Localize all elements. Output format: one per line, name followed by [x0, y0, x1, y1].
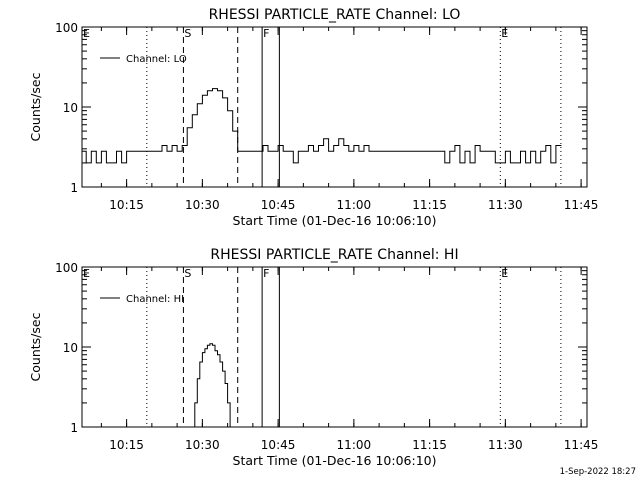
lo-y-axis-label: Counts/sec — [28, 72, 43, 141]
lo-marker-label: F — [263, 27, 269, 40]
lo-legend-label: Channel: LO — [126, 54, 187, 65]
lo-x-tick-label: 10:30 — [185, 198, 220, 212]
hi-x-tick-label: 11:45 — [564, 438, 599, 452]
hi-x-tick-label: 11:00 — [337, 438, 372, 452]
hi-x-tick-label: 11:15 — [412, 438, 447, 452]
lo-marker-label: E — [501, 27, 508, 40]
hi-marker-label: E — [501, 267, 508, 280]
lo-x-tick-label: 11:00 — [337, 198, 372, 212]
hi-legend-label: Channel: HI — [126, 294, 184, 305]
hi-x-tick-label: 10:30 — [185, 438, 220, 452]
hi-channel-panel: RHESSI PARTICLE_RATE Channel: HI Start Ti… — [28, 247, 598, 468]
lo-y-tick-label: 100 — [55, 21, 78, 35]
hi-marker-label: S — [184, 267, 191, 280]
lo-channel-panel: RHESSI PARTICLE_RATE Channel: LO Start Ti… — [28, 7, 598, 228]
lo-chart-title: RHESSI PARTICLE_RATE Channel: LO — [209, 7, 461, 23]
hi-y-tick-label: 10 — [63, 341, 78, 355]
lo-x-tick-label: 10:15 — [109, 198, 144, 212]
hi-x-axis-label: Start Time (01-Dec-16 10:06:10) — [233, 453, 437, 468]
hi-x-tick-label: 10:45 — [261, 438, 296, 452]
lo-series-line — [82, 88, 562, 164]
lo-y-tick-label: 1 — [70, 181, 78, 195]
lo-x-axis-label: Start Time (01-Dec-16 10:06:10) — [233, 213, 437, 228]
hi-chart-title: RHESSI PARTICLE_RATE Channel: HI — [210, 247, 458, 263]
lo-x-tick-label: 10:45 — [261, 198, 296, 212]
hi-y-tick-label: 100 — [55, 261, 78, 275]
hi-series-line — [191, 343, 234, 428]
lo-marker-label: S — [184, 27, 191, 40]
hi-x-tick-label: 11:30 — [488, 438, 523, 452]
lo-x-tick-label: 11:45 — [564, 198, 599, 212]
hi-marker-label: E — [83, 267, 90, 280]
hi-marker-label: F — [263, 267, 269, 280]
lo-y-tick-label: 10 — [63, 101, 78, 115]
hi-y-axis-label: Counts/sec — [28, 312, 43, 381]
hi-y-tick-label: 1 — [70, 421, 78, 435]
lo-marker-label: E — [83, 27, 90, 40]
lo-x-tick-label: 11:15 — [412, 198, 447, 212]
hi-x-tick-label: 10:15 — [109, 438, 144, 452]
footer-timestamp: 1-Sep-2022 18:27 — [560, 467, 636, 477]
lo-x-tick-label: 11:30 — [488, 198, 523, 212]
